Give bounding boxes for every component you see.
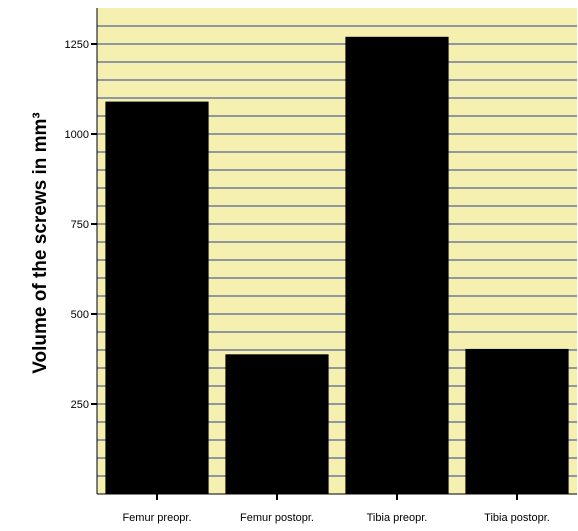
- x-ticks: Femur preopr. Femur postopr. Tibia preopr.…: [122, 494, 550, 524]
- y-axis-label: Volume of the screws in mm³: [30, 112, 51, 373]
- bars: [105, 36, 569, 495]
- x-tick-label: Tibia preopr.: [367, 512, 428, 524]
- y-tick-label: 1250: [65, 39, 89, 51]
- bar-3: [465, 348, 569, 494]
- y-tick-label: 250: [71, 399, 89, 411]
- x-tick-label: Femur preopr.: [122, 512, 191, 524]
- x-tick-label: Femur postopr.: [240, 512, 314, 524]
- y-tick-label: 1000: [65, 129, 89, 141]
- bar-1: [225, 354, 329, 494]
- x-tick-label: Tibia postopr.: [484, 512, 550, 524]
- bar-0: [105, 101, 209, 494]
- y-ticks: 250 500 750 1000 1250: [65, 39, 97, 411]
- y-tick-label: 500: [71, 309, 89, 321]
- bar-2: [345, 36, 449, 495]
- y-tick-label: 750: [71, 219, 89, 231]
